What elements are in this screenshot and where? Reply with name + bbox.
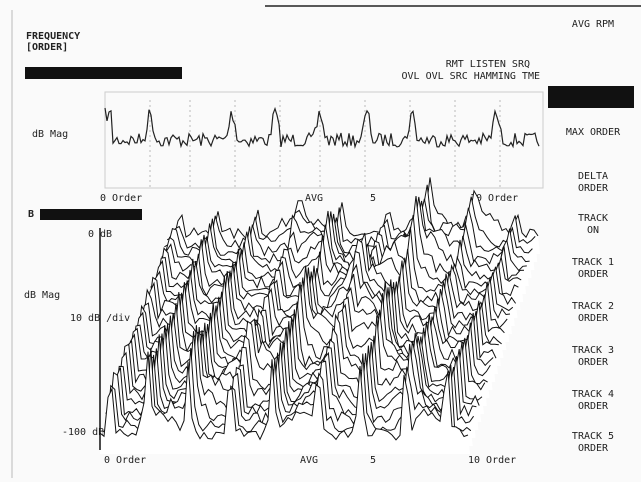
waterfall	[99, 177, 540, 454]
softkey-label[interactable]: TRACK 2	[572, 301, 614, 312]
trace-b-marker: B	[28, 209, 34, 220]
top-y-label: dB Mag	[32, 129, 68, 140]
trace-b-label-box	[40, 209, 142, 220]
softkey-label[interactable]: ON	[587, 225, 599, 236]
waterfall-fill	[130, 277, 501, 366]
waterfall-fill	[102, 347, 473, 446]
waterfall-line	[99, 351, 469, 441]
softkey-label[interactable]: TRACK 1	[572, 257, 614, 268]
status-line: OVL OVL SRC HAMMING TME	[402, 71, 540, 82]
waterfall-line	[138, 250, 508, 329]
waterfall-fill	[153, 215, 524, 302]
softkey-label[interactable]: ORDER	[578, 183, 609, 194]
softkey-label[interactable]: TRACK 5	[572, 431, 614, 442]
waterfall-line	[113, 327, 483, 401]
waterfall-line	[158, 196, 527, 273]
waterfall-fill	[133, 265, 504, 358]
waterfall-line	[124, 281, 494, 370]
waterfall-line	[155, 196, 525, 282]
waterfall-fill	[128, 282, 498, 374]
waterfall-line	[166, 184, 536, 249]
wf-x-label: 10 Order	[468, 455, 516, 466]
top-x-label: 5	[370, 193, 376, 204]
wf-y-bottom: -100 dB	[62, 427, 104, 438]
top-frame	[104, 91, 544, 189]
waterfall-line	[152, 214, 522, 290]
wf-x-label: 0 Order	[104, 455, 146, 466]
waterfall-line	[102, 347, 472, 433]
softkey-label[interactable]: ORDER	[578, 313, 609, 324]
softkey-label[interactable]: TRACK 4	[572, 389, 614, 400]
top-x-label: 0 Order	[100, 193, 142, 204]
waterfall-line	[147, 243, 517, 306]
wf-x-label: AVG	[300, 455, 318, 466]
waterfall-line	[127, 282, 497, 362]
header-title: FREQUENCY	[26, 31, 80, 42]
top-trace	[104, 91, 544, 189]
top-trace-line	[104, 106, 540, 149]
waterfall-fill	[158, 196, 529, 286]
wf-y-label: dB Mag	[24, 290, 60, 301]
waterfall-line	[150, 226, 519, 297]
waterfall-line	[169, 177, 539, 240]
waterfall-line	[130, 277, 499, 354]
waterfall-fill	[105, 331, 476, 438]
menu-selected[interactable]	[548, 86, 634, 108]
top-x-label: AVG	[305, 193, 323, 204]
softkey-label[interactable]: ORDER	[578, 269, 609, 280]
waterfall-fill	[144, 233, 515, 326]
softkey-label[interactable]: MAX ORDER	[566, 127, 621, 138]
trace-a-label-box	[25, 67, 182, 79]
waterfall-fill	[156, 196, 526, 294]
softkey-label[interactable]: ORDER	[578, 443, 609, 454]
waterfall-line	[164, 198, 533, 257]
waterfall-fill	[139, 251, 510, 342]
waterfall-line	[119, 309, 488, 386]
header-subtitle: [ORDER]	[26, 42, 68, 53]
waterfall-fill	[100, 351, 470, 454]
waterfall-line	[133, 265, 502, 345]
softkey-label[interactable]: AVG RPM	[572, 19, 614, 30]
softkey-label[interactable]: DELTA	[578, 171, 608, 182]
softkey-label[interactable]: TRACK 3	[572, 345, 614, 356]
softkey-label[interactable]: ORDER	[578, 401, 609, 412]
softkey-label[interactable]: ORDER	[578, 357, 609, 368]
waterfall-fill	[150, 226, 521, 310]
softkey-label[interactable]: TRACK	[578, 213, 608, 224]
waterfall-line	[116, 315, 486, 392]
waterfall-line	[121, 293, 491, 377]
status-line: RMT LISTEN SRQ	[446, 59, 530, 70]
wf-x-label: 5	[370, 455, 376, 466]
top-x-label: 10 Order	[470, 193, 518, 204]
waterfall-line	[144, 232, 514, 313]
waterfall-line	[161, 200, 530, 265]
